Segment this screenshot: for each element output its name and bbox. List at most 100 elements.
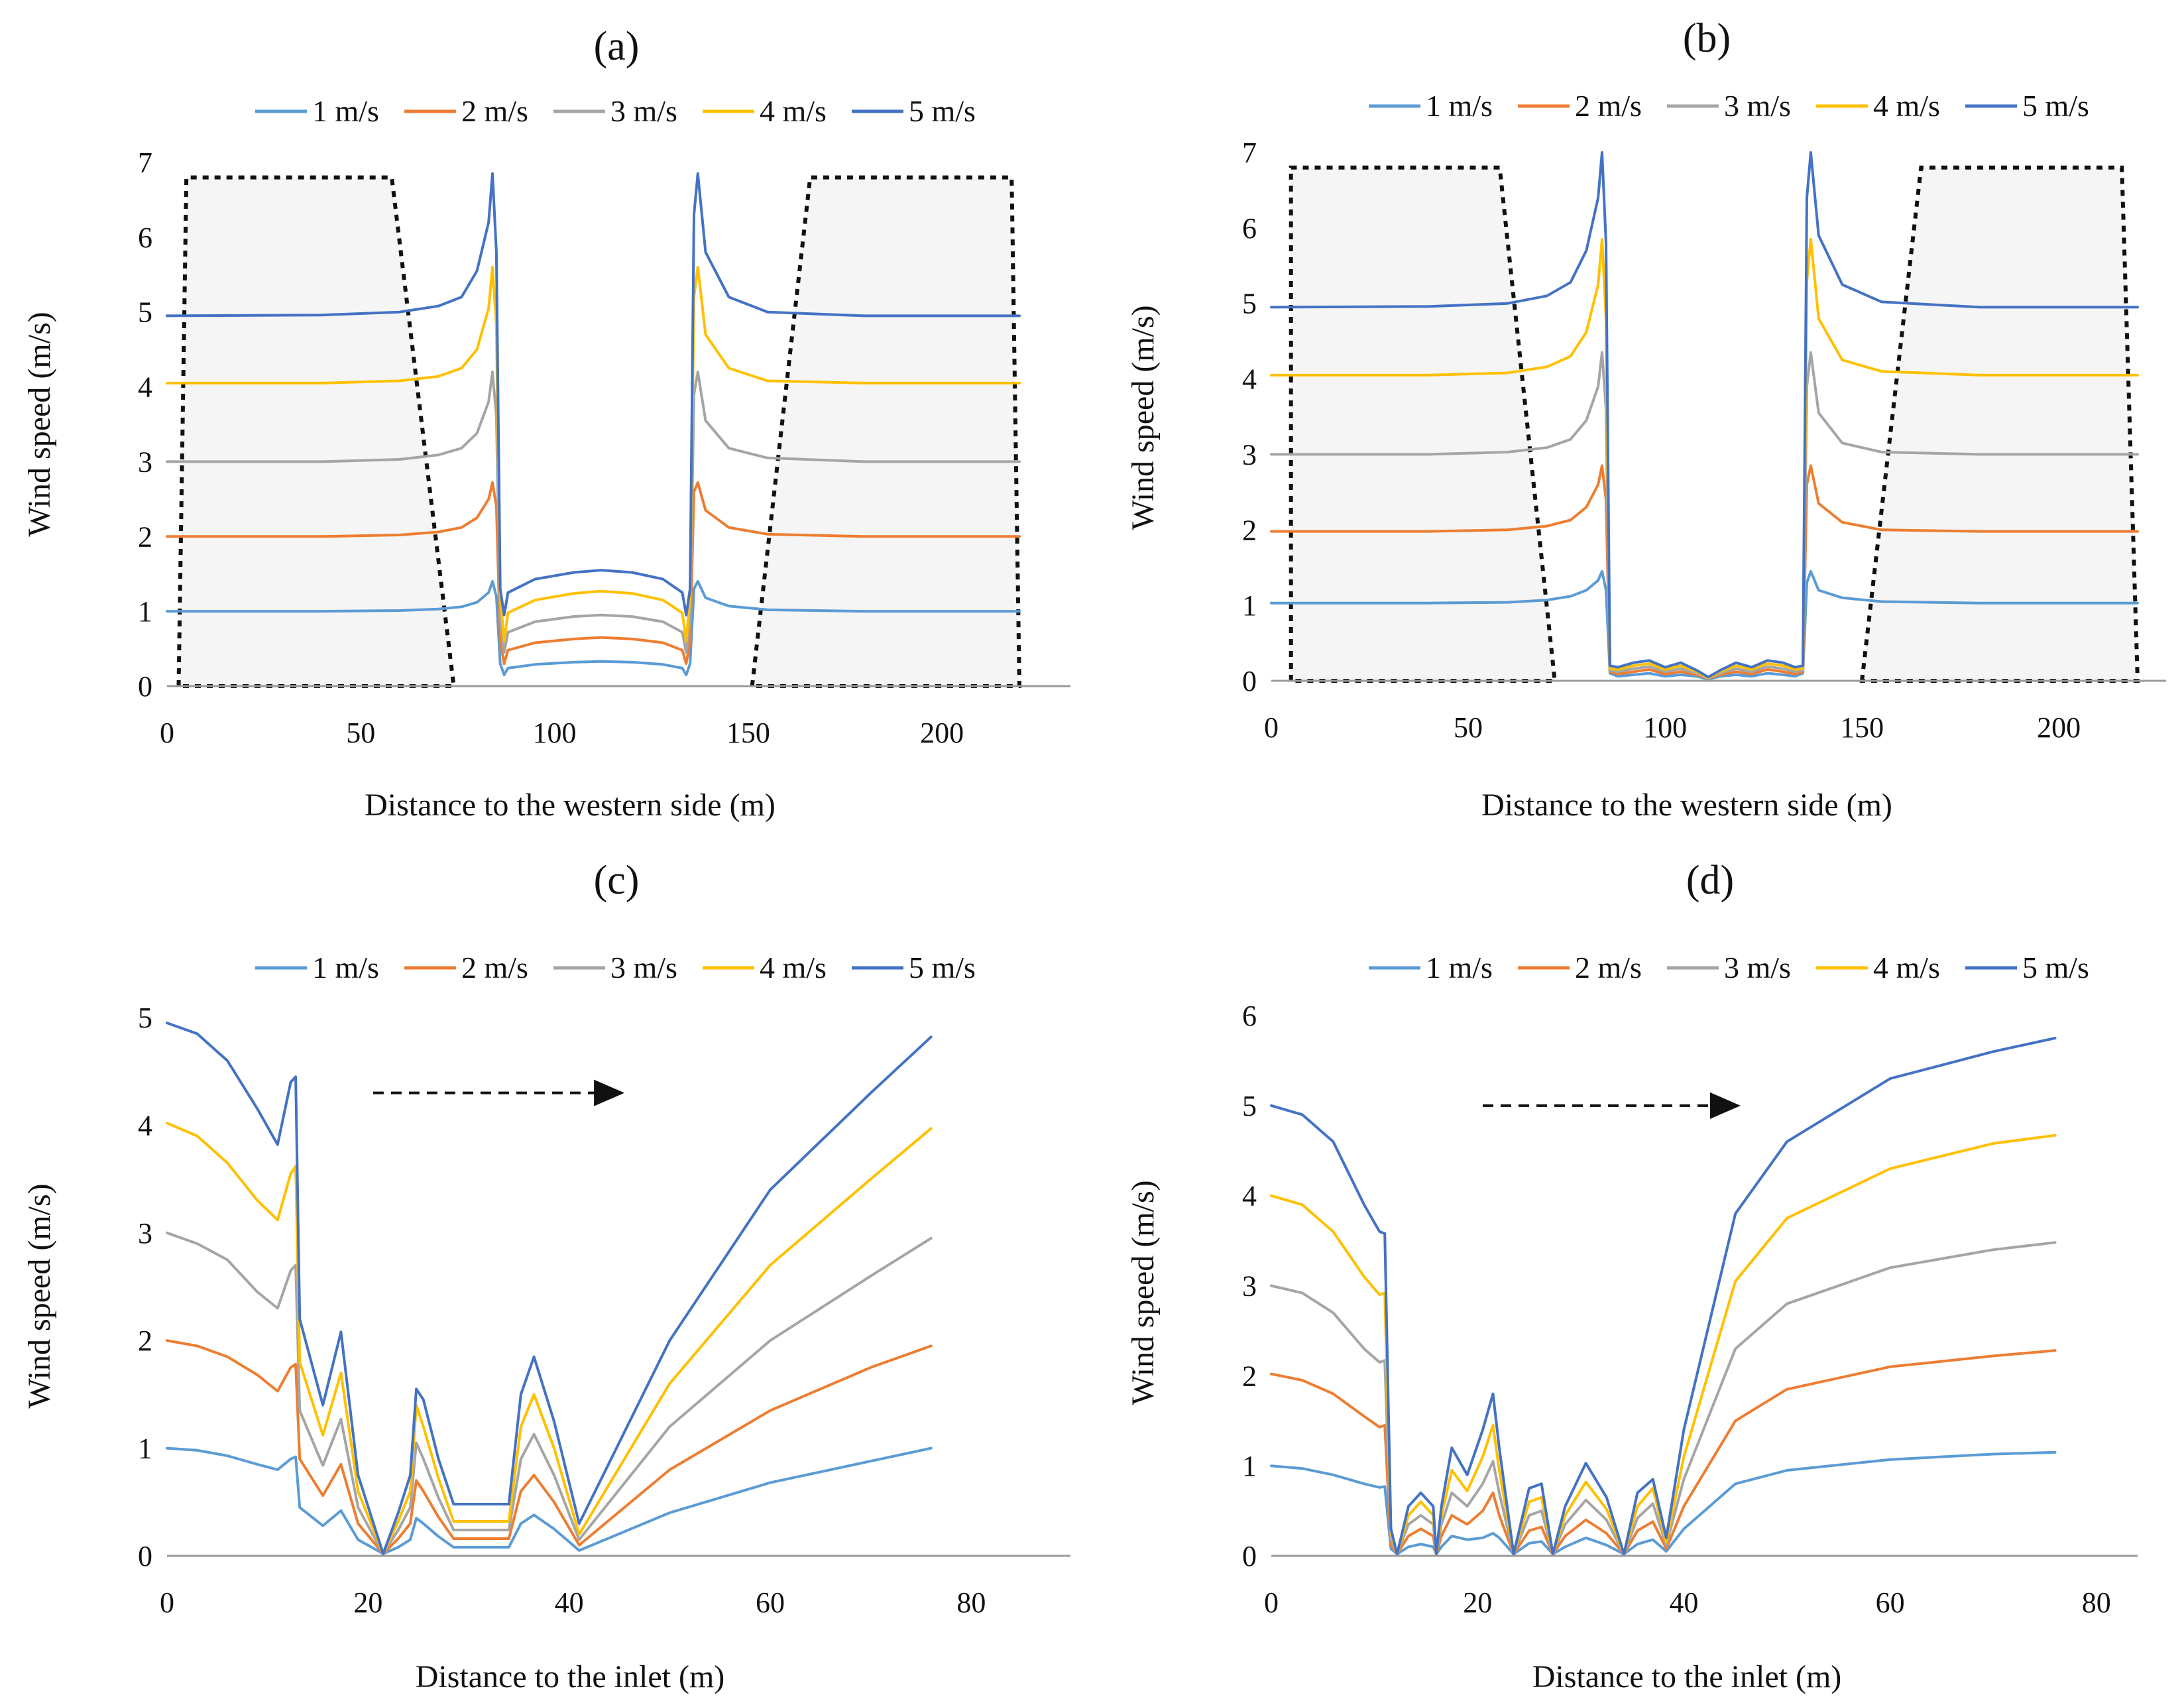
legend-label: 4 m/s xyxy=(760,951,827,984)
y-tick-labels: 0 1 2 3 4 5 xyxy=(138,1002,152,1572)
x-tick-labels: 0 20 40 60 80 xyxy=(1264,1586,2111,1619)
y-tick-label: 3 xyxy=(1242,1270,1257,1303)
x-tick-label: 20 xyxy=(353,1586,382,1619)
y-tick-label: 0 xyxy=(1242,1540,1257,1572)
y-tick-label: 0 xyxy=(1242,665,1257,697)
y-tick-labels: 0 1 2 3 4 5 6 7 xyxy=(1242,137,1257,697)
panel-title: (b) xyxy=(1683,16,1731,61)
y-tick-label: 4 xyxy=(138,371,152,404)
legend-label: 3 m/s xyxy=(610,94,677,128)
panel-a: (a) 1 m/s 2 m/s 3 m/s 4 m/s 5 m/s 0 1 2 3 4 5… xyxy=(22,24,1070,823)
plot-lines xyxy=(166,1022,933,1555)
y-axis-label: Wind speed (m/s) xyxy=(22,1183,57,1408)
y-tick-label: 1 xyxy=(1242,589,1257,622)
x-tick-label: 100 xyxy=(533,717,577,749)
x-axis-label: Distance to the western side (m) xyxy=(1481,788,1892,823)
y-tick-label: 0 xyxy=(138,1540,152,1572)
legend-label: 4 m/s xyxy=(760,94,827,128)
x-tick-label: 0 xyxy=(1264,711,1279,744)
series-line-1-m-s xyxy=(166,1446,933,1555)
x-tick-label: 150 xyxy=(726,717,770,749)
legend: 1 m/s 2 m/s 3 m/s 4 m/s 5 m/s xyxy=(1369,951,2089,984)
y-tick-label: 2 xyxy=(138,520,152,553)
y-tick-label: 1 xyxy=(1242,1450,1257,1482)
y-axis-label: Wind speed (m/s) xyxy=(22,312,57,536)
series-line-2-m-s xyxy=(166,1339,933,1555)
x-tick-label: 80 xyxy=(956,1586,986,1619)
legend-label: 5 m/s xyxy=(2022,951,2089,984)
legend-label: 4 m/s xyxy=(1873,951,1940,984)
y-tick-label: 7 xyxy=(138,147,152,179)
x-tick-label: 50 xyxy=(1454,711,1483,744)
y-tick-label: 5 xyxy=(1242,288,1257,320)
y-tick-label: 0 xyxy=(138,670,152,703)
legend-label: 1 m/s xyxy=(312,94,379,128)
y-tick-label: 1 xyxy=(138,595,152,628)
series-line-3-m-s xyxy=(1270,351,2139,680)
x-tick-label: 200 xyxy=(2037,711,2081,744)
series-line-5-m-s xyxy=(166,172,1021,617)
y-tick-label: 2 xyxy=(1242,514,1257,546)
series-line-4-m-s xyxy=(166,1122,933,1555)
y-tick-label: 6 xyxy=(1242,1000,1257,1032)
series-line-3-m-s xyxy=(166,371,1021,654)
x-tick-labels: 0 50 100 150 200 xyxy=(1264,711,2081,744)
x-tick-labels: 0 20 40 60 80 xyxy=(160,1586,986,1619)
legend: 1 m/s 2 m/s 3 m/s 4 m/s 5 m/s xyxy=(1369,89,2089,123)
x-tick-label: 60 xyxy=(756,1586,785,1619)
x-tick-label: 0 xyxy=(160,717,174,749)
wind-direction-arrow xyxy=(1482,1092,1741,1119)
legend-label: 4 m/s xyxy=(1873,89,1940,123)
x-tick-label: 60 xyxy=(1876,1586,1905,1619)
y-tick-labels: 0 1 2 3 4 5 6 xyxy=(1242,1000,1257,1572)
y-tick-labels: 0 1 2 3 4 5 6 7 xyxy=(138,147,152,703)
series-line-4-m-s xyxy=(166,266,1021,643)
legend-label: 3 m/s xyxy=(610,951,677,984)
building-zones xyxy=(176,175,1022,688)
x-tick-labels: 0 50 100 150 200 xyxy=(160,717,964,749)
y-tick-label: 6 xyxy=(138,221,152,254)
x-axis-label: Distance to the western side (m) xyxy=(365,788,776,823)
wind-direction-arrow xyxy=(373,1079,625,1106)
y-tick-label: 5 xyxy=(138,1002,152,1034)
y-tick-label: 4 xyxy=(1242,1180,1257,1212)
x-tick-label: 50 xyxy=(346,717,375,749)
legend-label: 2 m/s xyxy=(461,94,528,128)
legend-label: 1 m/s xyxy=(1426,89,1493,123)
panel-title: (d) xyxy=(1686,858,1734,903)
x-tick-label: 40 xyxy=(1669,1586,1698,1619)
legend-label: 5 m/s xyxy=(909,951,976,984)
legend-label: 3 m/s xyxy=(1724,89,1791,123)
legend-label: 2 m/s xyxy=(1575,89,1642,123)
legend-label: 1 m/s xyxy=(1426,951,1493,984)
panel-d: (d) 1 m/s 2 m/s 3 m/s 4 m/s 5 m/s 0 1 2 3 4 5… xyxy=(1125,858,2138,1694)
y-tick-label: 5 xyxy=(138,296,152,329)
building-zone xyxy=(1859,165,2140,683)
x-tick-label: 0 xyxy=(1264,1586,1279,1619)
legend: 1 m/s 2 m/s 3 m/s 4 m/s 5 m/s xyxy=(255,951,976,984)
series-line-5-m-s xyxy=(1270,1037,2057,1556)
y-tick-label: 3 xyxy=(1242,438,1257,471)
x-tick-label: 0 xyxy=(160,1586,174,1619)
plot-lines xyxy=(1270,1037,2057,1556)
series-line-2-m-s xyxy=(1270,464,2139,680)
legend: 1 m/s 2 m/s 3 m/s 4 m/s 5 m/s xyxy=(255,94,976,128)
x-axis-label: Distance to the inlet (m) xyxy=(1532,1659,1842,1694)
y-tick-label: 2 xyxy=(138,1324,152,1357)
panel-title: (a) xyxy=(594,24,640,69)
y-tick-label: 5 xyxy=(1242,1090,1257,1122)
y-tick-label: 3 xyxy=(138,445,152,478)
x-tick-label: 150 xyxy=(1840,711,1884,744)
plot-lines xyxy=(1270,151,2139,681)
legend-label: 2 m/s xyxy=(1575,951,1642,984)
y-tick-label: 7 xyxy=(1242,137,1257,169)
legend-label: 5 m/s xyxy=(909,94,976,128)
series-line-1-m-s xyxy=(1270,569,2139,681)
y-tick-label: 1 xyxy=(138,1433,152,1465)
x-tick-label: 20 xyxy=(1463,1586,1492,1619)
series-line-5-m-s xyxy=(1270,151,2139,679)
panel-title: (c) xyxy=(594,858,640,903)
x-tick-label: 200 xyxy=(920,717,964,749)
x-tick-label: 100 xyxy=(1643,711,1687,744)
